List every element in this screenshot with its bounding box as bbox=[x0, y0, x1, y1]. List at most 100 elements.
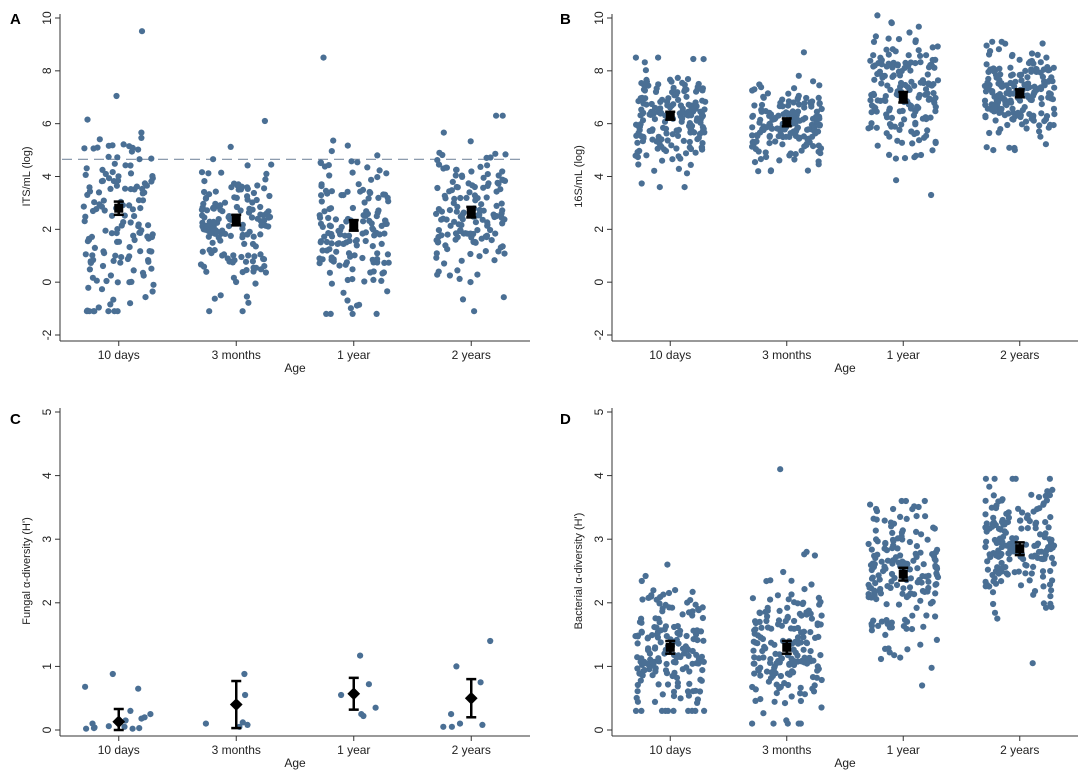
data-point bbox=[500, 294, 507, 301]
y-tick-label: -2 bbox=[40, 329, 54, 340]
data-point bbox=[756, 81, 763, 88]
data-point bbox=[769, 672, 777, 680]
data-point bbox=[785, 596, 792, 603]
data-point bbox=[343, 259, 350, 266]
data-point bbox=[1030, 591, 1037, 598]
data-point bbox=[807, 648, 814, 655]
data-point bbox=[772, 650, 779, 658]
data-point bbox=[866, 584, 873, 591]
y-axis-title: Fungal α-diversity (H') bbox=[21, 517, 33, 624]
data-point bbox=[454, 234, 461, 241]
data-point bbox=[655, 54, 662, 61]
data-point bbox=[640, 81, 648, 88]
data-point bbox=[246, 205, 253, 212]
data-point bbox=[873, 108, 880, 115]
data-point bbox=[784, 613, 791, 621]
data-point bbox=[800, 634, 807, 641]
data-point bbox=[901, 616, 909, 624]
data-point bbox=[683, 93, 690, 100]
data-point bbox=[138, 129, 145, 136]
data-point bbox=[991, 102, 998, 109]
data-point bbox=[871, 587, 878, 594]
data-point bbox=[803, 140, 810, 147]
data-point bbox=[357, 188, 364, 195]
data-point bbox=[85, 284, 92, 291]
data-point bbox=[1045, 544, 1052, 551]
data-point bbox=[638, 707, 645, 715]
data-point bbox=[1040, 66, 1047, 73]
data-point bbox=[648, 100, 655, 108]
data-point bbox=[633, 694, 640, 702]
data-point bbox=[227, 232, 234, 239]
data-point bbox=[242, 258, 250, 265]
data-point bbox=[923, 52, 930, 59]
data-point bbox=[1047, 514, 1054, 521]
data-point bbox=[495, 172, 502, 179]
data-point bbox=[994, 615, 1001, 622]
data-point bbox=[241, 670, 248, 678]
data-point bbox=[694, 699, 701, 707]
data-point bbox=[335, 227, 342, 234]
panel-label: C bbox=[10, 411, 21, 428]
data-point bbox=[804, 136, 811, 143]
data-point bbox=[145, 257, 152, 264]
data-point bbox=[86, 266, 93, 273]
data-point bbox=[933, 572, 941, 579]
data-point bbox=[1048, 554, 1055, 562]
data-point bbox=[650, 660, 657, 667]
data-point bbox=[783, 717, 790, 724]
data-point bbox=[907, 105, 915, 112]
data-point bbox=[316, 260, 323, 267]
data-point bbox=[497, 244, 504, 251]
data-point bbox=[367, 189, 374, 197]
data-point bbox=[1010, 90, 1017, 97]
data-point bbox=[1019, 107, 1026, 114]
data-point bbox=[917, 151, 925, 159]
data-point bbox=[1037, 133, 1044, 140]
data-point bbox=[641, 59, 648, 66]
data-point bbox=[493, 112, 500, 119]
data-point bbox=[327, 205, 335, 212]
data-point bbox=[648, 593, 655, 600]
data-point bbox=[991, 575, 998, 582]
data-point bbox=[261, 117, 268, 125]
data-point bbox=[888, 123, 895, 130]
data-point bbox=[1022, 67, 1029, 74]
data-point bbox=[916, 91, 923, 99]
data-point bbox=[502, 151, 509, 158]
data-point bbox=[929, 44, 936, 51]
data-point bbox=[749, 87, 756, 94]
data-point bbox=[95, 189, 103, 196]
data-point bbox=[112, 252, 119, 259]
x-tick-label: 1 year bbox=[887, 348, 920, 362]
data-point bbox=[677, 653, 684, 661]
data-point bbox=[469, 182, 476, 189]
data-point bbox=[1009, 71, 1016, 78]
data-point bbox=[924, 588, 931, 595]
data-point bbox=[226, 216, 234, 223]
data-point bbox=[765, 678, 773, 685]
data-point bbox=[751, 654, 758, 661]
data-point bbox=[932, 94, 939, 102]
data-point bbox=[454, 267, 461, 274]
data-point bbox=[795, 92, 802, 99]
data-point bbox=[808, 581, 815, 588]
data-point bbox=[466, 189, 473, 196]
data-point bbox=[456, 275, 463, 282]
y-tick-label: 0 bbox=[40, 279, 54, 286]
data-point bbox=[818, 105, 825, 113]
data-point bbox=[694, 136, 701, 143]
data-point bbox=[917, 641, 924, 648]
data-point bbox=[1035, 494, 1043, 501]
data-point bbox=[212, 188, 219, 195]
data-point bbox=[365, 195, 372, 202]
data-point bbox=[199, 204, 206, 211]
data-point bbox=[675, 640, 682, 647]
data-point bbox=[656, 184, 663, 191]
data-point bbox=[1019, 509, 1026, 516]
data-point bbox=[1038, 101, 1045, 108]
data-point bbox=[768, 625, 775, 632]
data-point bbox=[886, 107, 893, 114]
data-point bbox=[477, 679, 484, 686]
data-point bbox=[921, 497, 928, 505]
